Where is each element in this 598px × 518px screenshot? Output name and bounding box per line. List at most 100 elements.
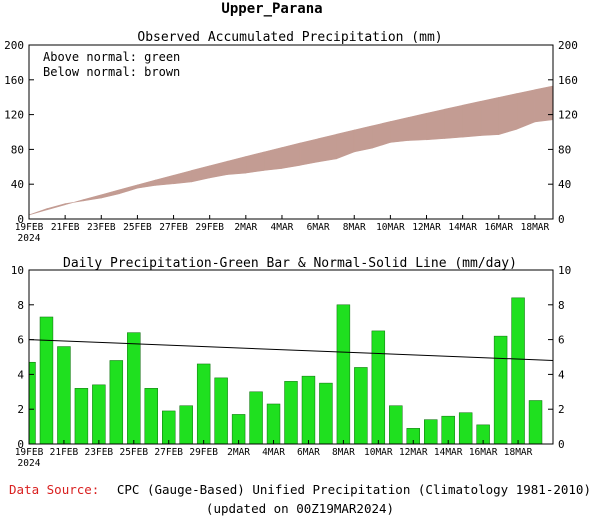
daily-precip-bar xyxy=(424,419,438,445)
daily-precip-bar xyxy=(336,304,351,445)
legend-line-below: Below normal: brown xyxy=(43,65,180,79)
y-tick-label-right: 160 xyxy=(558,74,578,87)
x-tick-label: 2MAR xyxy=(234,222,257,233)
y-tick-label-left: 10 xyxy=(11,264,24,277)
y-tick-label-left: 120 xyxy=(4,109,24,122)
legend-line-above: Above normal: green xyxy=(43,50,180,64)
daily-precip-bar xyxy=(162,410,176,445)
x-tick-label: 19FEB xyxy=(15,222,44,233)
y-tick-label-left: 2 xyxy=(17,403,24,416)
daily-precip-bar xyxy=(371,330,386,445)
deficit-band-segment xyxy=(372,121,391,149)
x-tick-label: 16MAR xyxy=(469,447,498,458)
x-tick-year: 2024 xyxy=(18,458,41,469)
y-tick-label-left: 0 xyxy=(17,213,24,226)
deficit-band-segment xyxy=(444,104,463,139)
data-source-label: Data Source: xyxy=(9,482,99,497)
y-tick-label-right: 0 xyxy=(558,438,565,451)
y-tick-label-left: 8 xyxy=(17,299,24,312)
daily-precip-bar xyxy=(196,363,211,445)
deficit-band-segment xyxy=(317,133,337,163)
deficit-band-segment xyxy=(480,97,500,136)
x-tick-label: 21FEB xyxy=(50,447,79,458)
updated-stamp: (updated on 00Z19MAR2024) xyxy=(206,501,394,516)
x-tick-label: 14MAR xyxy=(448,222,477,233)
x-tick-label: 29FEB xyxy=(195,222,224,233)
x-tick-label: 23FEB xyxy=(87,222,116,233)
y-tick-label-right: 4 xyxy=(558,368,565,381)
data-source-text: CPC (Gauge-Based) Unified Precipitation … xyxy=(117,482,591,497)
daily-precip-bar xyxy=(127,332,141,445)
daily-precip-bar xyxy=(249,391,263,445)
daily-precip-bar xyxy=(493,335,508,445)
daily-precip-bar xyxy=(179,405,193,445)
daily-precip-bar xyxy=(144,388,158,445)
daily-precip-bar xyxy=(319,382,333,445)
daily-precip-bar xyxy=(511,297,525,445)
deficit-band-segment xyxy=(408,112,427,141)
normal-daily-line xyxy=(28,339,554,361)
deficit-band-segment xyxy=(263,147,283,171)
x-tick-label: 25FEB xyxy=(119,447,148,458)
y-tick-label-left: 80 xyxy=(11,143,24,156)
deficit-band-segment xyxy=(299,138,319,166)
daily-precip-bar xyxy=(214,377,228,445)
daily-precip-bar xyxy=(92,384,106,445)
x-tick-label: 18MAR xyxy=(504,447,533,458)
daily-precip-bar xyxy=(458,412,473,445)
deficit-band-segment xyxy=(155,174,174,186)
x-tick-label: 19FEB xyxy=(15,447,44,458)
y-tick-label-right: 120 xyxy=(558,109,578,122)
y-tick-label-left: 0 xyxy=(17,438,24,451)
daily-precip-bar xyxy=(57,346,71,445)
x-tick-label: 6MAR xyxy=(297,447,320,458)
y-tick-label-right: 80 xyxy=(558,143,571,156)
deficit-band-segment xyxy=(335,129,355,160)
x-tick-label: 4MAR xyxy=(271,222,294,233)
daily-precip-bar xyxy=(109,360,124,445)
y-tick-label-right: 10 xyxy=(558,264,571,277)
deficit-band-segment xyxy=(353,125,373,153)
y-tick-label-right: 2 xyxy=(558,403,565,416)
deficit-band-segment xyxy=(82,194,102,202)
deficit-band-segment xyxy=(28,208,48,216)
x-tick-label: 2MAR xyxy=(227,447,250,458)
y-tick-label-right: 200 xyxy=(558,39,578,52)
deficit-band-segment xyxy=(209,160,229,179)
y-tick-label-left: 6 xyxy=(17,334,24,347)
daily-precip-bar xyxy=(74,388,89,445)
x-tick-label: 29FEB xyxy=(189,447,218,458)
x-tick-label: 4MAR xyxy=(262,447,285,458)
x-tick-label: 6MAR xyxy=(307,222,330,233)
y-tick-label-left: 4 xyxy=(17,368,24,381)
x-tick-label: 10MAR xyxy=(376,222,405,233)
deficit-band-segment xyxy=(46,203,66,211)
daily-chart-title: Daily Precipitation-Green Bar & Normal-S… xyxy=(63,256,517,271)
daily-precip-bar xyxy=(389,405,403,445)
deficit-band-segment xyxy=(173,170,192,185)
daily-precip-bar xyxy=(441,415,455,445)
deficit-band-segment xyxy=(227,156,247,175)
y-tick-label-right: 40 xyxy=(558,178,571,191)
deficit-band-segment xyxy=(191,165,210,183)
accumulated-plot-frame xyxy=(28,44,554,220)
deficit-band-segment xyxy=(534,85,554,123)
deficit-band-segment xyxy=(498,93,518,136)
x-tick-label: 14MAR xyxy=(434,447,463,458)
x-tick-label: 16MAR xyxy=(484,222,513,233)
deficit-band-segment xyxy=(426,108,445,141)
x-tick-label: 8MAR xyxy=(343,222,366,233)
x-tick-year: 2024 xyxy=(18,233,41,244)
deficit-band-segment xyxy=(137,179,156,189)
daily-precip-bar xyxy=(284,381,298,445)
page-title: Upper_Parana xyxy=(221,1,322,17)
x-tick-label: 21FEB xyxy=(51,222,80,233)
deficit-band-segment xyxy=(462,100,482,138)
daily-precip-bar xyxy=(528,400,543,445)
x-tick-label: 23FEB xyxy=(85,447,114,458)
daily-precip-chart: Daily Precipitation-Green Bar & Normal-S… xyxy=(11,256,572,469)
daily-precip-bar xyxy=(231,414,246,445)
x-tick-label: 27FEB xyxy=(159,222,188,233)
deficit-band-segment xyxy=(281,142,301,169)
